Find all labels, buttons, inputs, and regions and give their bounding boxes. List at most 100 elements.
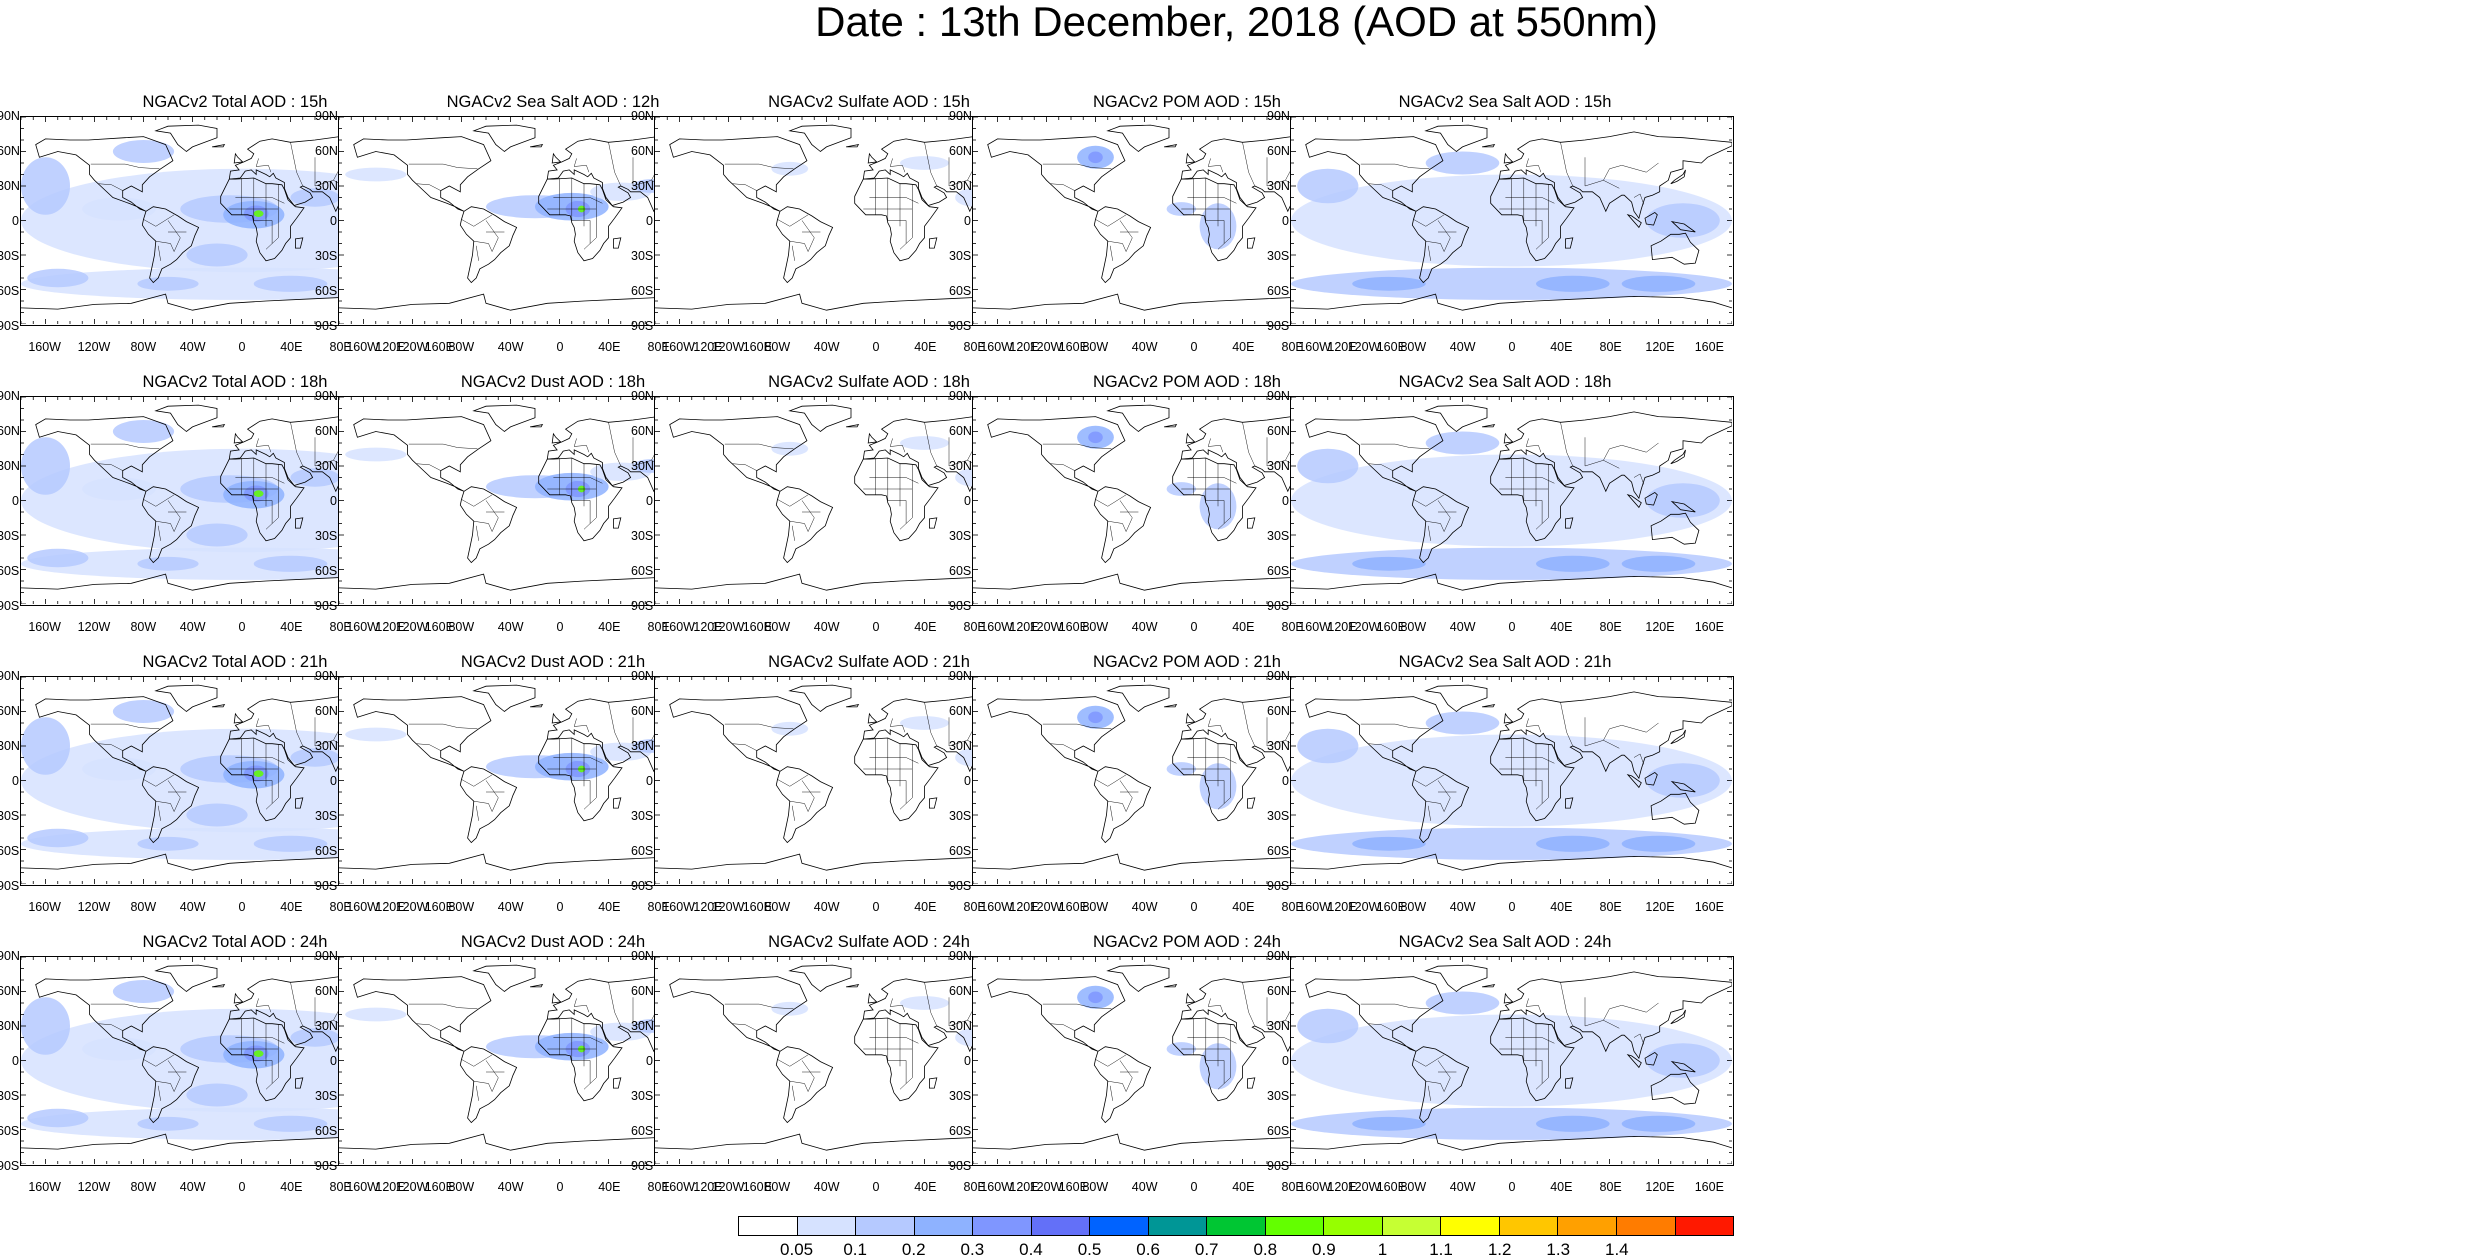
lat-tick-label: 30N [315,179,338,193]
coastline [35,976,174,1052]
coastline [1424,964,1488,993]
coastline [154,964,218,993]
lon-tick-label: 40E [1550,900,1573,914]
lon-tick-label: 120W [395,1180,429,1194]
lat-tick-label: 60S [315,1124,338,1138]
lat-tick-label: 60N [1267,144,1290,158]
country-border [573,438,590,453]
lat-tick-label: 30S [0,809,20,823]
lon-tick-label: 0 [238,340,246,354]
lon-tick-label: 120W [1347,1180,1381,1194]
lat-tick-label: 90S [949,599,972,613]
aod-field [1291,431,1732,580]
lon-tick-label: 120E [1327,900,1357,914]
lat-tick-label: 60N [949,984,972,998]
country-border [887,178,907,244]
lon-tick-label: 40E [1550,1180,1573,1194]
country-border [724,1003,794,1010]
lon-tick-label: 40W [1449,900,1476,914]
country-border [473,220,499,253]
country-border [1368,183,1393,191]
lat-tick-label: 60N [0,984,20,998]
aod-contour [112,700,175,723]
colorbar-label: 0.3 [960,1240,985,1259]
lon-tick-label: 160E [1694,620,1724,634]
lon-tick-label: 40E [598,340,621,354]
country-border [889,718,906,733]
lat-tick-label: 0 [12,774,19,788]
lon-tick-label: 0 [238,900,246,914]
country-border [1042,163,1112,170]
map-frame [1290,676,1734,886]
lat-tick-label: 90N [1267,109,1290,123]
lat-tick-label: 30N [0,739,20,753]
country-border [157,525,161,541]
lon-tick-label: 80W [448,340,475,354]
lat-tick-label: 0 [964,1054,971,1068]
country-border [473,500,499,533]
aod-contour [1646,1043,1720,1078]
coastline [538,457,623,542]
lon-tick-label: 80E [647,1180,670,1194]
coastline [1498,971,1732,1060]
aod-contour [82,1037,156,1061]
lon-tick-label: 160W [980,1180,1013,1194]
coastline [1565,237,1574,249]
lon-tick-label: 160W [1298,900,1331,914]
panel-title: NGACv2 Dust AOD : 21h [460,653,646,671]
lat-tick-label: 0 [1282,774,1289,788]
lat-tick-label: 30N [1267,459,1290,473]
lon-tick-label: 120W [1029,1180,1063,1194]
lon-tick-label: 120W [1347,900,1381,914]
lon-tick-label: 120W [395,620,429,634]
country-border [1584,157,1620,189]
aod-contour [1088,151,1103,164]
coastline [551,152,562,164]
aod-contour [290,468,340,487]
colorbar-label: 1.2 [1487,1240,1512,1259]
coastline [353,976,492,1052]
coastline [1670,1060,1696,1073]
country-border [1360,1003,1430,1010]
country-border [869,197,919,204]
coastline [1644,1052,1658,1066]
country-border [408,1003,478,1010]
lon-tick-label: 80E [963,900,986,914]
country-border [90,1003,160,1010]
lat-tick-label: 60N [631,144,654,158]
country-border [235,1037,285,1044]
lon-tick-label: 40W [1449,340,1476,354]
country-border [889,438,906,453]
aod-contour [112,980,175,1003]
coastline [154,684,218,713]
aod-contour [1352,1116,1426,1131]
lon-tick-label: 160E [424,900,454,914]
coastline [1093,206,1152,284]
colorbar-swatch [1148,1217,1208,1235]
lat-tick-label: 0 [646,494,653,508]
country-border [608,422,622,467]
country-border [1042,723,1112,730]
lon-tick-label: 40W [1131,900,1158,914]
coastline [212,984,226,988]
country-border [889,998,906,1013]
lat-tick-label: 0 [964,774,971,788]
coastline [1626,214,1642,229]
coastline [1650,232,1700,265]
coastline [613,237,622,249]
lon-tick-label: 0 [1508,340,1516,354]
lon-tick-label: 40W [497,1180,524,1194]
coastline [1106,964,1170,993]
country-border [461,494,493,507]
lat-tick-label: 90S [631,879,654,893]
country-border [253,738,273,804]
country-border [265,464,279,530]
lon-tick-label: 80W [448,900,475,914]
lat-tick-label: 30S [949,809,972,823]
lat-tick-label: 0 [12,214,19,228]
map-frame [1290,116,1734,326]
lon-tick-label: 40E [280,1180,303,1194]
panel-title: NGACv2 Dust AOD : 18h [460,373,646,391]
colorbar-label: 0.7 [1194,1240,1219,1259]
coastline [1411,1046,1470,1124]
